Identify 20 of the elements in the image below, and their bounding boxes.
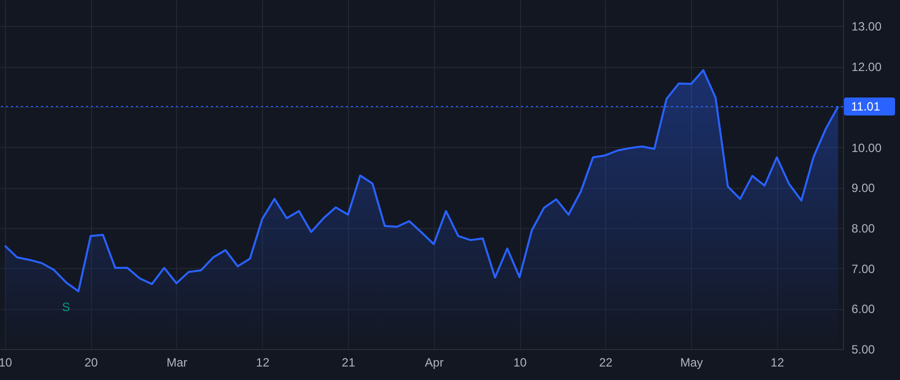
x-tick-label: 22	[599, 356, 613, 370]
x-tick-label: 10	[0, 356, 12, 370]
y-tick-label: 13.00	[852, 20, 882, 34]
x-tick-label: 12	[770, 356, 784, 370]
y-tick-label: 8.00	[852, 221, 876, 236]
y-tick-label: 5.00	[852, 342, 876, 356]
x-tick-label: 12	[256, 356, 270, 370]
ref-line-label: 11.01	[851, 100, 880, 114]
x-tick-label: Mar	[166, 356, 188, 370]
y-tick-label: 7.00	[852, 262, 876, 276]
y-tick-label: 10.00	[852, 140, 882, 155]
x-tick-label: 20	[84, 356, 98, 370]
y-tick-label: 9.00	[852, 181, 876, 196]
x-tick-label: 10	[513, 356, 528, 370]
annotation: S	[62, 300, 70, 314]
x-tick-label: Apr	[424, 356, 444, 370]
y-tick-label: 12.00	[852, 60, 882, 74]
x-tick-label: 21	[342, 356, 356, 370]
y-tick-label: 6.00	[852, 302, 876, 316]
x-tick-label: May	[680, 356, 703, 370]
